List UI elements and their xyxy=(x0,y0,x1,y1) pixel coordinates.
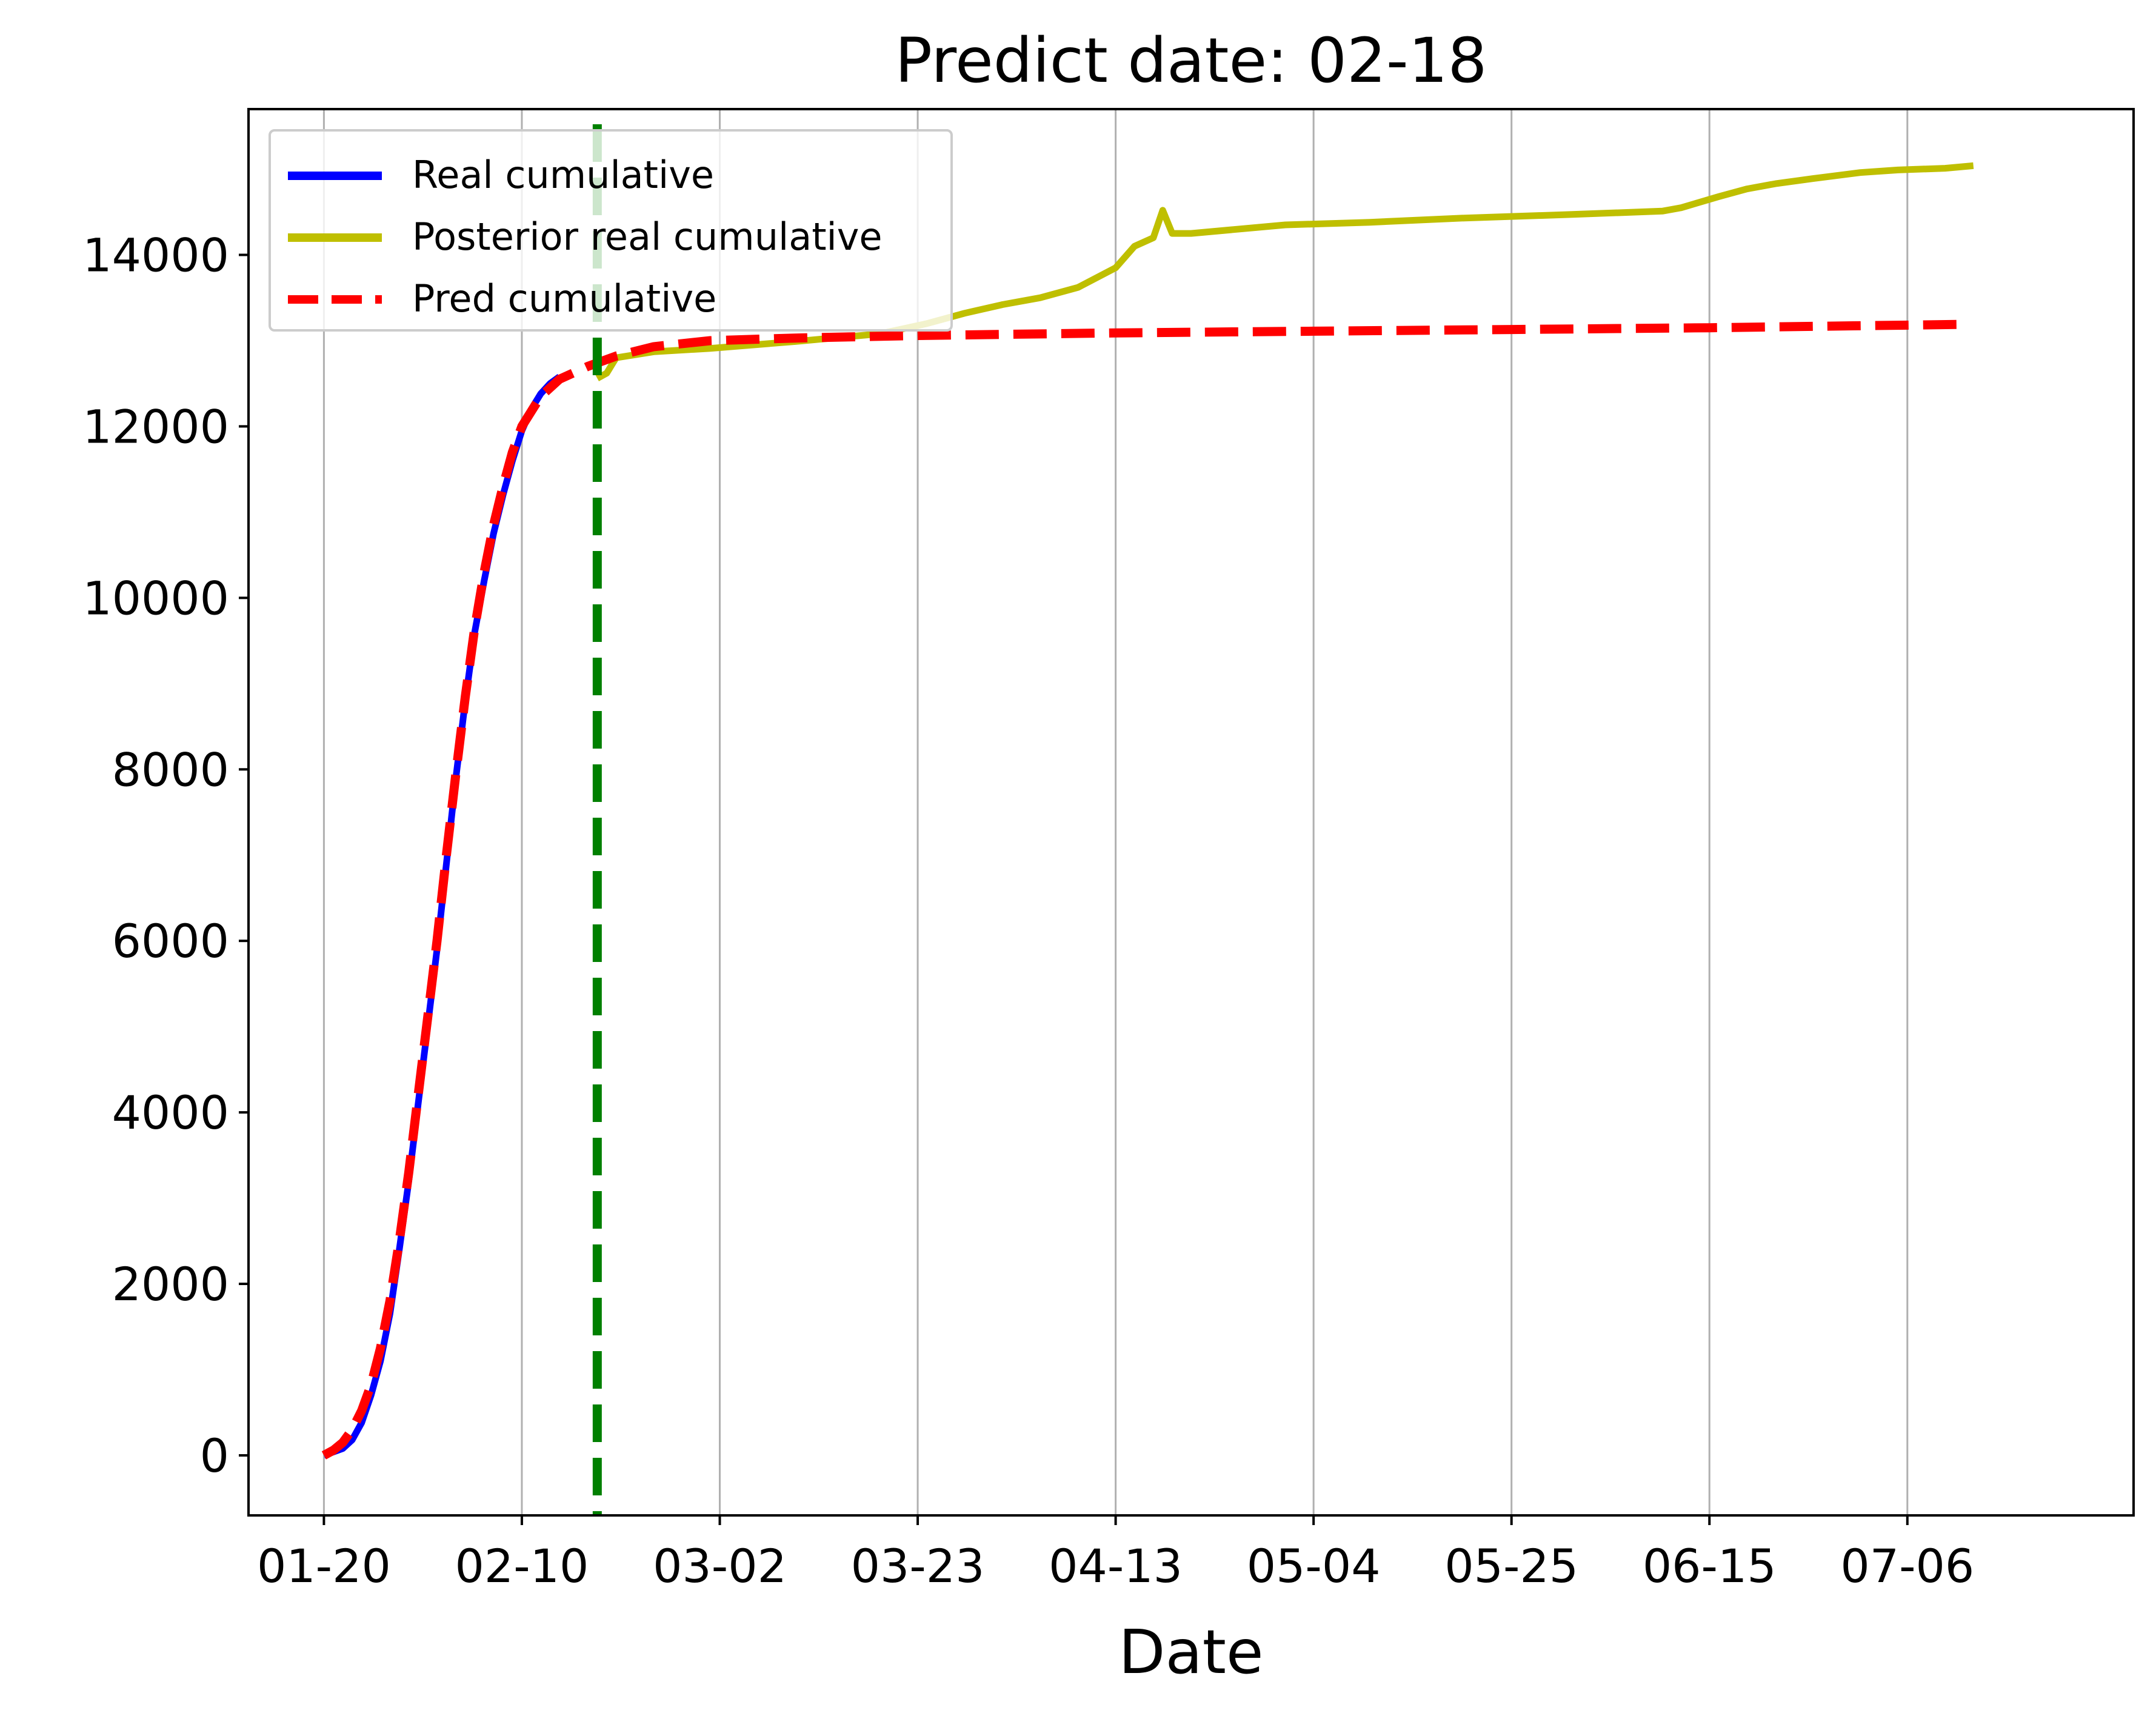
x-tick-label: 03-02 xyxy=(653,1539,787,1593)
legend: Real cumulative Posterior real cumulative… xyxy=(269,129,953,332)
x-tick-label: 06-15 xyxy=(1643,1539,1777,1593)
y-tick-label: 12000 xyxy=(82,399,229,453)
y-tick-label: 14000 xyxy=(82,228,229,282)
x-tick-label: 03-23 xyxy=(851,1539,985,1593)
x-tick-label: 04-13 xyxy=(1049,1539,1183,1593)
x-tick-label: 05-04 xyxy=(1247,1539,1381,1593)
legend-box xyxy=(269,129,953,332)
series-line-real-cumulative xyxy=(322,373,562,1459)
x-tick-label: 07-06 xyxy=(1840,1539,1974,1593)
plot-frame xyxy=(247,108,2135,1517)
x-axis-ticks: 01-20 02-10 03-02 03-23 04-13 05-04 05-25 06-15… xyxy=(257,1515,1974,1593)
x-tick-label: 01-20 xyxy=(257,1539,391,1593)
y-tick-label: 6000 xyxy=(112,914,229,968)
x-tick-label: 05-25 xyxy=(1444,1539,1578,1593)
series-layer xyxy=(321,162,1974,1460)
series-line-posterior-real-cumulative xyxy=(595,162,1974,382)
y-tick-label: 4000 xyxy=(112,1086,229,1140)
x-tick-label: 02-10 xyxy=(455,1539,589,1593)
y-tick-label: 8000 xyxy=(112,743,229,796)
legend-label: Pred cumulative xyxy=(412,276,716,321)
x-axis-label: Date xyxy=(1118,1617,1263,1688)
y-axis-ticks: 0 2000 4000 6000 8000 10000 12000 14000 xyxy=(82,228,249,1483)
chart-title: Predict date: 02-18 xyxy=(895,25,1487,97)
y-tick-label: 10000 xyxy=(82,571,229,625)
series-line-pred-cumulative xyxy=(321,319,1964,1460)
legend-label: Real cumulative xyxy=(412,153,714,197)
legend-label: Posterior real cumulative xyxy=(412,215,883,259)
grid-lines xyxy=(322,109,1909,1515)
y-tick-label: 2000 xyxy=(112,1257,229,1311)
legend-entries: Real cumulative Posterior real cumulative… xyxy=(288,153,883,321)
y-tick-label: 0 xyxy=(200,1429,229,1483)
